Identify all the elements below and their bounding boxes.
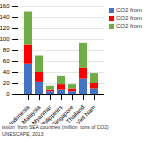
svg-text:160: 160 bbox=[0, 3, 10, 9]
svg-text:80: 80 bbox=[3, 47, 10, 53]
html-text:UNESCAPE, 2013: UNESCAPE, 2013 bbox=[2, 131, 44, 137]
svg-text:120: 120 bbox=[0, 25, 10, 31]
html-text:CO2 from: CO2 from bbox=[116, 7, 142, 13]
html-text:CO2 from: CO2 from bbox=[116, 15, 142, 21]
svg-text:Viet Nam: Viet Nam bbox=[75, 104, 97, 124]
svg-text:20: 20 bbox=[3, 80, 10, 86]
html-text:ission from SEA countries (mil: ission from SEA countries (million tons … bbox=[2, 124, 109, 130]
svg-text:60: 60 bbox=[3, 58, 10, 64]
html-text:CO2 from: CO2 from bbox=[116, 23, 142, 29]
svg-text:0: 0 bbox=[6, 91, 10, 97]
svg-text:40: 40 bbox=[3, 69, 10, 75]
svg-text:140: 140 bbox=[0, 14, 10, 20]
svg-text:100: 100 bbox=[0, 36, 10, 42]
